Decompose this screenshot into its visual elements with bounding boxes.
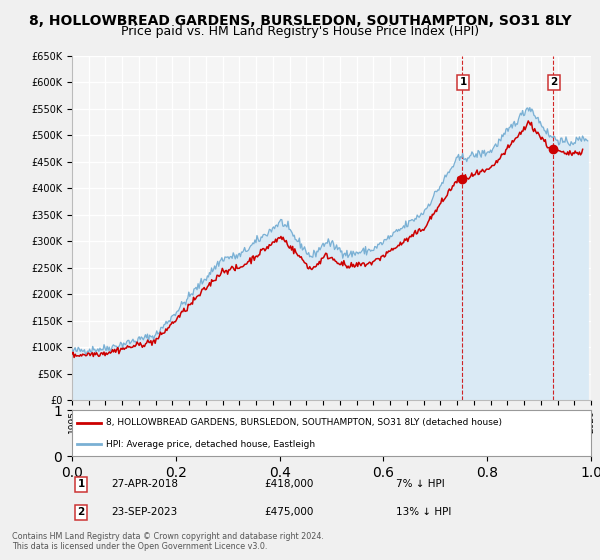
Text: This data is licensed under the Open Government Licence v3.0.: This data is licensed under the Open Gov… (12, 542, 268, 551)
Text: 8, HOLLOWBREAD GARDENS, BURSLEDON, SOUTHAMPTON, SO31 8LY (detached house): 8, HOLLOWBREAD GARDENS, BURSLEDON, SOUTH… (106, 418, 502, 427)
Text: 7% ↓ HPI: 7% ↓ HPI (396, 479, 445, 489)
Text: Contains HM Land Registry data © Crown copyright and database right 2024.: Contains HM Land Registry data © Crown c… (12, 532, 324, 541)
Text: 2: 2 (550, 77, 557, 87)
Text: Price paid vs. HM Land Registry's House Price Index (HPI): Price paid vs. HM Land Registry's House … (121, 25, 479, 38)
Text: 8, HOLLOWBREAD GARDENS, BURSLEDON, SOUTHAMPTON, SO31 8LY: 8, HOLLOWBREAD GARDENS, BURSLEDON, SOUTH… (29, 14, 571, 28)
Text: 27-APR-2018: 27-APR-2018 (111, 479, 178, 489)
Text: 23-SEP-2023: 23-SEP-2023 (111, 507, 177, 517)
Text: 1: 1 (77, 479, 85, 489)
Text: 1: 1 (460, 77, 467, 87)
Text: £475,000: £475,000 (264, 507, 313, 517)
Text: 2: 2 (77, 507, 85, 517)
Text: HPI: Average price, detached house, Eastleigh: HPI: Average price, detached house, East… (106, 440, 315, 449)
Text: £418,000: £418,000 (264, 479, 313, 489)
Text: 13% ↓ HPI: 13% ↓ HPI (396, 507, 451, 517)
